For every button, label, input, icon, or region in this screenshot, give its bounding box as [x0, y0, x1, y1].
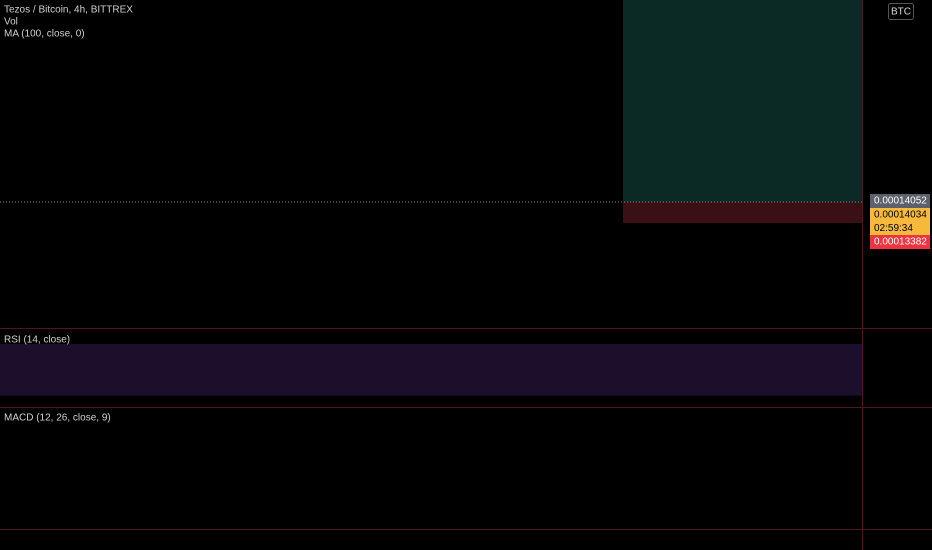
price-tag-bg [870, 208, 930, 222]
ma-legend: MA (100, close, 0) [4, 29, 85, 40]
currency-label[interactable]: BTC [891, 7, 911, 18]
rsi-legend: RSI (14, close) [4, 335, 70, 346]
price-tag-bg [870, 235, 930, 249]
countdown-bg [870, 222, 930, 235]
price-tag-bg [870, 194, 930, 208]
symbol-title: Tezos / Bitcoin, 4h, BITTREX [4, 5, 133, 16]
long-profit-zone [623, 0, 862, 202]
rsi-band-fill [0, 343, 862, 396]
currency-button[interactable] [888, 3, 914, 20]
countdown: 02:59:34 [874, 223, 913, 234]
volume-legend: Vol [4, 17, 18, 28]
long-stop-zone [623, 202, 862, 223]
macd-legend: MACD (12, 26, close, 9) [4, 413, 111, 424]
price-tag: 0.00014052 [874, 196, 927, 207]
price-tag: 0.00013382 [874, 237, 927, 248]
price-tag: 0.00014034 [874, 210, 927, 221]
